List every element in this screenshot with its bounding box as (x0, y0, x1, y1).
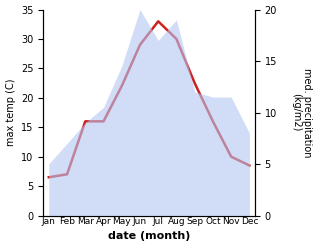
Y-axis label: med. precipitation
(kg/m2): med. precipitation (kg/m2) (291, 68, 313, 157)
X-axis label: date (month): date (month) (108, 231, 190, 242)
Y-axis label: max temp (C): max temp (C) (5, 79, 16, 146)
